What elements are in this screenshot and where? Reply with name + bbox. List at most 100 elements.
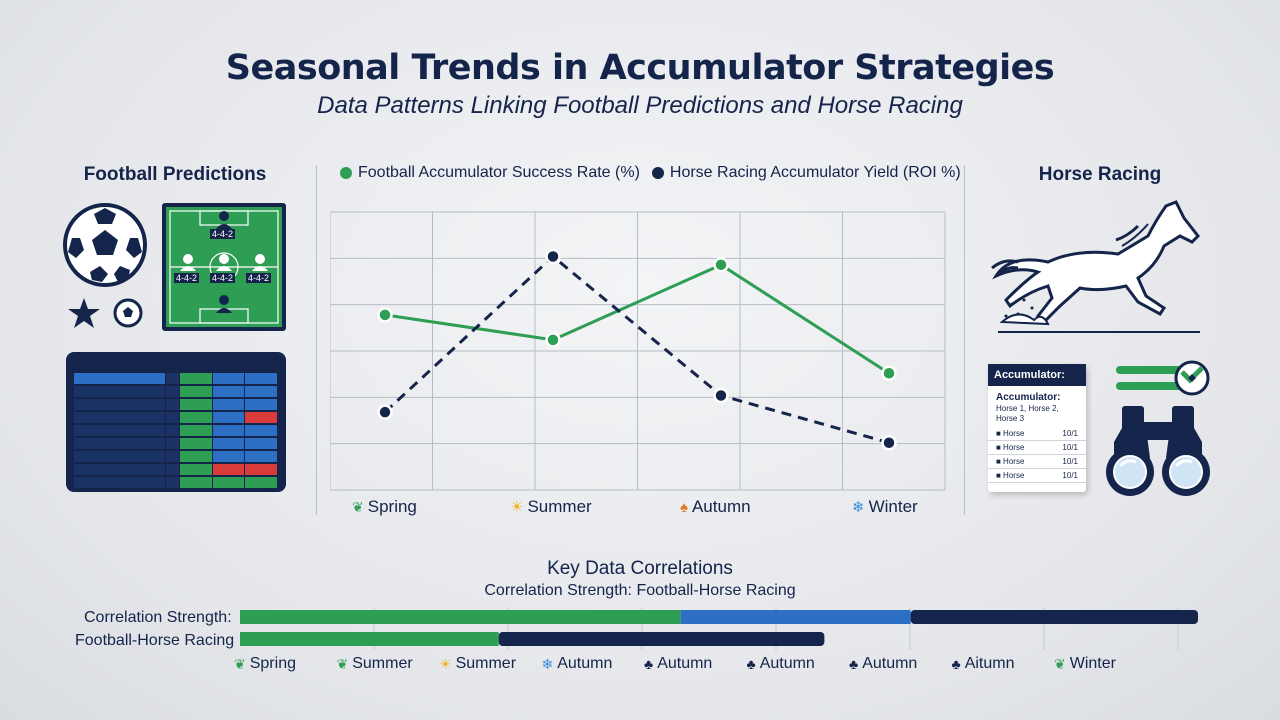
legend-dot-icon (651, 166, 664, 179)
correlation-segment (240, 632, 499, 646)
legend-label: Football Accumulator Success Rate (%) (358, 164, 640, 181)
table-cell (212, 464, 245, 475)
series-line-0 (384, 263, 890, 375)
ticket-horse-name: ■ Horse (996, 429, 1025, 438)
table-cell (165, 412, 180, 423)
binoculars-icon (1106, 406, 1210, 496)
ticket-odds: 10/1 (1062, 457, 1078, 466)
correlation-segment (910, 610, 1198, 624)
table-cell (165, 399, 180, 410)
legend-item-football: Football Accumulator Success Rate (%) (340, 164, 640, 182)
season-label: Autumn (862, 655, 918, 672)
tactics-board-icon: 4-4-2 4-4-2 4-4-2 4-4-2 (162, 203, 286, 331)
table-cell (180, 438, 212, 449)
table-cell (74, 477, 165, 488)
table-cell (212, 477, 245, 488)
season-label: Spring (249, 655, 296, 672)
leaf-icon: ❦ (1054, 655, 1066, 672)
season-label: Summer (352, 655, 413, 672)
data-point (881, 365, 897, 381)
x-tick-label: Winter (868, 497, 918, 516)
table-row (74, 464, 278, 475)
sun-icon: ☀ (510, 499, 524, 516)
legend-item-horse: Horse Racing Accumulator Yield (ROI %) (651, 164, 961, 182)
table-cell (245, 386, 277, 397)
correlations-title: Key Data Correlations (547, 558, 733, 579)
formation-label: 4-4-2 (174, 273, 200, 283)
data-point (881, 434, 897, 451)
sun-icon: ☀ (439, 655, 452, 672)
leaf-icon: ❦ (234, 655, 246, 672)
ticket-row: ■ Horse 10/1 (988, 427, 1086, 441)
data-point (713, 257, 729, 273)
ticket-heading: Accumulator: (996, 392, 1061, 403)
accumulator-ticket-icon: Accumulator: Accumulator: Horse 1, Horse… (988, 364, 1086, 492)
ticket-odds: 10/1 (1062, 471, 1078, 480)
season-label: Autumn (657, 655, 713, 672)
leaf-icon: ❦ (352, 498, 364, 515)
table-cell (180, 425, 212, 436)
data-point (377, 307, 393, 323)
table-cell (245, 373, 277, 384)
table-cell (74, 386, 165, 397)
table-cell (212, 412, 245, 423)
table-cell (212, 425, 245, 436)
table-cell (180, 360, 212, 371)
maple-leaf-icon: ♣ (951, 656, 961, 672)
ticket-horse-name: ■ Horse (996, 443, 1025, 452)
season-winter: ❄ Winter (852, 497, 918, 517)
table-cell (212, 360, 245, 371)
table-cell (245, 399, 277, 410)
season-label: Winter (1069, 655, 1116, 672)
season-tick: ❄ Autumn (542, 655, 613, 673)
correlation-bars (240, 608, 1198, 650)
season-tick: ♣ Autumn (747, 655, 815, 673)
table-cell (180, 373, 212, 384)
table-row (74, 412, 278, 423)
season-tick: ♣ Autumn (644, 655, 712, 673)
series-line-1 (383, 254, 890, 445)
line-chart (330, 211, 946, 491)
season-summer: ☀ Summer (510, 497, 592, 517)
table-cell (74, 438, 165, 449)
table-cell (180, 477, 212, 488)
table-cell (74, 464, 165, 475)
table-cell (212, 451, 245, 462)
season-label: Autumn (759, 655, 815, 672)
star-icon (68, 298, 100, 328)
table-cell (180, 451, 212, 462)
table-cell (212, 373, 245, 384)
season-label: Autumn (557, 655, 613, 672)
table-cell (245, 425, 277, 436)
maple-leaf-icon: ♠ (680, 498, 688, 516)
table-cell (245, 360, 277, 371)
table-row (74, 373, 278, 384)
table-cell (74, 360, 165, 371)
tablet-table-icon (66, 352, 286, 492)
ticket-row: ■ Horse 10/1 (988, 441, 1086, 455)
ticket-row: ■ Horse 10/1 (988, 455, 1086, 469)
table-cell (165, 477, 180, 488)
season-tick: ♣ Aitumn (952, 655, 1015, 673)
leaf-icon: ❦ (336, 655, 349, 672)
table-cell (165, 360, 180, 371)
formation-label: 4-4-2 (210, 229, 236, 239)
football-section-title: Football Predictions (83, 164, 267, 185)
x-tick-label: Spring (367, 497, 417, 516)
data-point (713, 387, 729, 404)
legend-label: Horse Racing Accumulator Yield (ROI %) (669, 164, 961, 181)
data-point (545, 248, 561, 265)
correlation-label: Football-Horse Racing (75, 632, 235, 649)
tablet-table (74, 360, 278, 488)
maple-leaf-icon: ♣ (746, 656, 756, 672)
ticket-line: Horse 1, Horse 2, (996, 404, 1059, 413)
table-cell (165, 464, 180, 475)
season-label: Summer (455, 655, 517, 672)
snowflake-icon: ❄ (541, 655, 554, 672)
ticket-odds: 10/1 (1062, 429, 1078, 438)
season-spring: ❦ Spring (352, 497, 417, 517)
right-divider (964, 165, 965, 515)
page-title: Seasonal Trends in Accumulator Strategie… (225, 48, 1055, 88)
ticket-rows: ■ Horse 10/1 ■ Horse 10/1 ■ Horse 10/1 ■ Horse… (988, 427, 1086, 483)
ticket-horse-name: ■ Horse (996, 457, 1025, 466)
